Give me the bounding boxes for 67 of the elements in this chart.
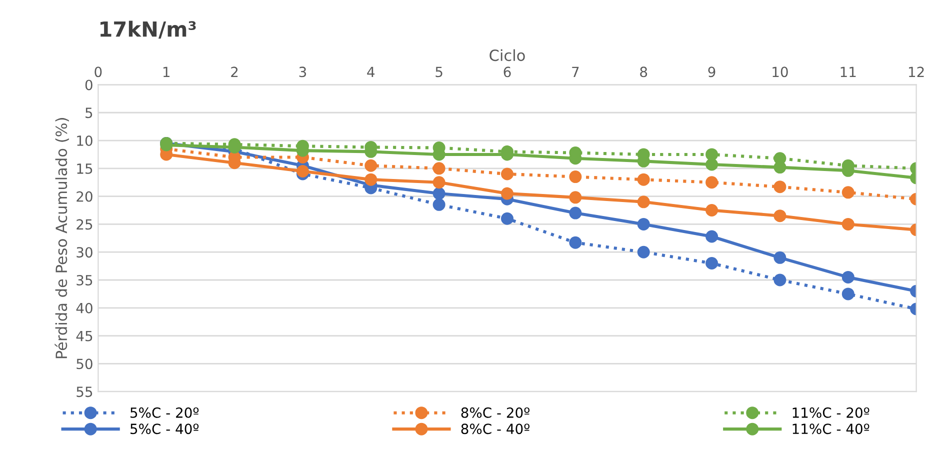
point <box>432 176 446 189</box>
legend-label: 5%C - 40º <box>130 424 199 434</box>
x-axis-title: Ciclo <box>490 49 525 62</box>
point <box>774 161 786 174</box>
legend-label: 5%C - 20º <box>130 407 199 418</box>
legend-label: 11%C - 20º <box>792 407 870 418</box>
point <box>706 158 718 171</box>
y-tick-label: 30 <box>76 247 92 258</box>
y-tick-label: 25 <box>76 219 92 230</box>
x-tick-label: 12 <box>908 66 924 77</box>
y-tick-label: 15 <box>77 164 92 174</box>
point <box>569 191 582 204</box>
point <box>706 257 718 270</box>
y-tick-label: 50 <box>76 358 92 370</box>
point <box>500 187 514 200</box>
point <box>432 198 446 211</box>
y-tick-label: 40 <box>76 302 92 314</box>
x-tick-label: 10 <box>772 66 788 78</box>
y-tick-label: 20 <box>76 191 92 202</box>
point <box>637 218 650 230</box>
point <box>842 186 854 199</box>
y-tick-label: 45 <box>76 330 92 342</box>
point <box>774 210 786 222</box>
point <box>842 270 854 284</box>
legend-label: 8%C - 40º <box>461 424 530 434</box>
point <box>569 170 582 184</box>
x-tick-label: 1 <box>163 66 170 77</box>
y-tick-label: 35 <box>76 274 92 286</box>
x-tick-label: 6 <box>504 66 511 78</box>
x-tick-label: 2 <box>231 66 238 77</box>
point <box>842 288 854 300</box>
point <box>706 176 718 189</box>
x-tick-label: 0 <box>94 66 102 78</box>
point <box>637 196 650 208</box>
point <box>774 251 786 264</box>
chart-title: 17kN/m³ <box>100 20 196 39</box>
x-tick-label: 4 <box>367 66 375 77</box>
point <box>500 212 514 225</box>
point <box>500 168 514 180</box>
point <box>706 230 718 243</box>
y-tick-label: 5 <box>86 108 92 118</box>
point <box>637 173 650 186</box>
point <box>296 164 309 178</box>
x-tick-label: 5 <box>436 66 442 78</box>
y-tick-label: 0 <box>85 80 92 90</box>
y-tick-label: 10 <box>77 135 92 146</box>
y-axis-title: Pérdida de Peso Acumulado (%) <box>54 118 69 358</box>
x-tick-label: 7 <box>572 66 579 77</box>
point <box>432 187 446 200</box>
point <box>432 162 446 175</box>
x-tick-label: 8 <box>640 66 648 78</box>
x-tick-label: 11 <box>840 66 856 77</box>
x-tick-label: 9 <box>708 66 716 78</box>
point <box>774 274 786 286</box>
point <box>364 173 378 186</box>
x-tick-label: 3 <box>299 66 306 78</box>
point <box>637 246 650 258</box>
point <box>569 206 582 220</box>
point <box>706 204 718 217</box>
point <box>774 180 786 194</box>
point <box>842 218 854 230</box>
legend-label: 11%C - 40º <box>792 424 870 434</box>
point <box>569 236 582 249</box>
y-tick-label: 55 <box>76 386 92 398</box>
point <box>364 159 378 172</box>
point <box>706 148 718 161</box>
legend-label: 8%C - 20º <box>461 407 530 418</box>
